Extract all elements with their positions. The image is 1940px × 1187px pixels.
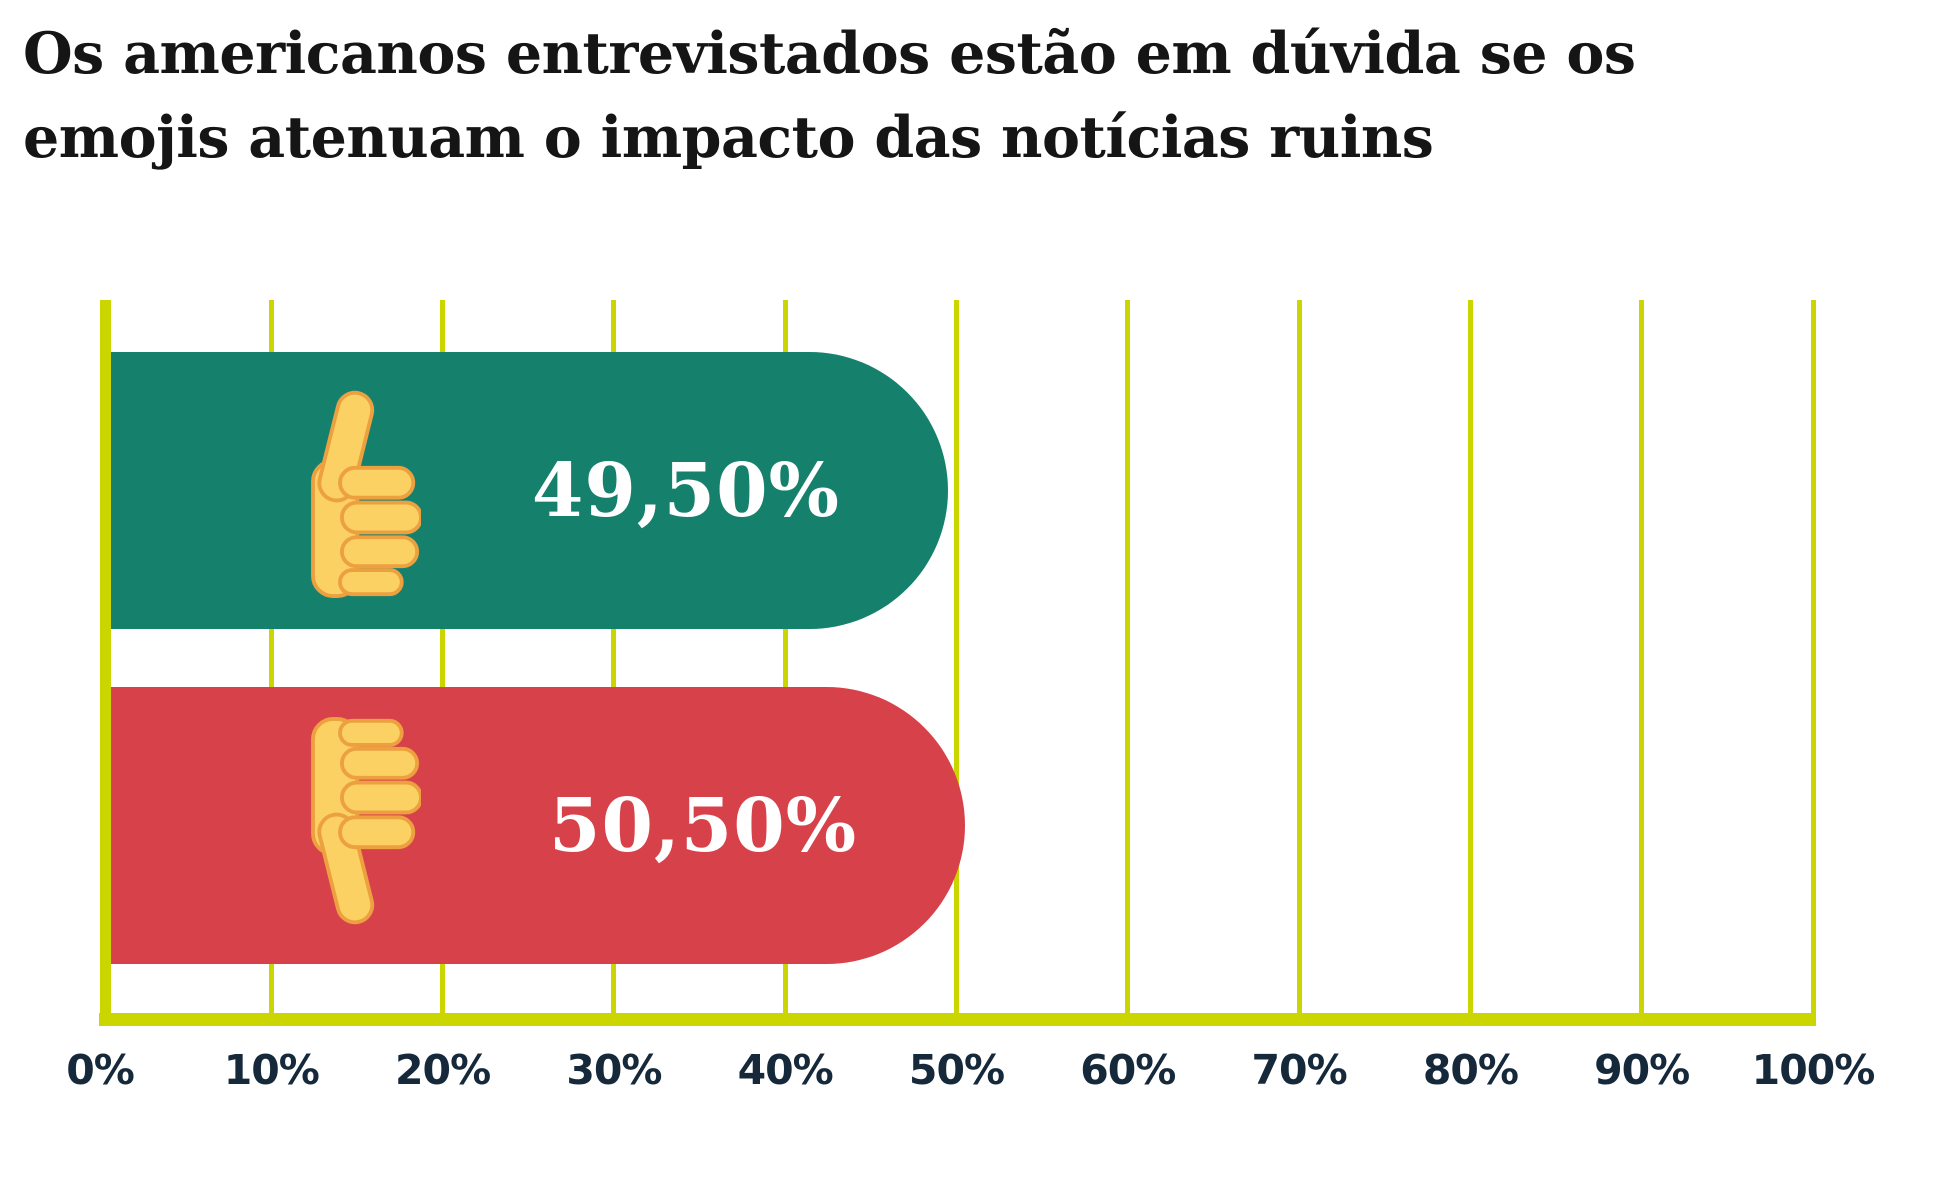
x-tick-label-20%: 20% <box>395 1046 491 1094</box>
chart-title: Os americanos entrevistados estão em dúv… <box>23 12 1636 181</box>
bar-thumbs-down: 50,50% <box>111 687 966 964</box>
x-tick-label-40%: 40% <box>737 1046 834 1094</box>
chart-title-line-2: emojis atenuam o impacto das notícias ru… <box>23 104 1434 172</box>
x-tick-label-0%: 0% <box>66 1046 135 1094</box>
x-axis-line <box>99 1013 1816 1026</box>
gridline-30% <box>611 300 617 1026</box>
gridline-40% <box>782 300 788 1026</box>
chart-title-line-1: Os americanos entrevistados estão em dúv… <box>23 20 1636 87</box>
x-tick-label-80%: 80% <box>1422 1046 1519 1094</box>
gridline-60% <box>1125 300 1131 1026</box>
thumbs-up-emoji <box>311 390 421 598</box>
gridline-20% <box>440 300 446 1026</box>
bar-value-label-thumbs-up: 49,50% <box>531 447 840 534</box>
x-tick-label-100%: 100% <box>1751 1046 1876 1094</box>
gridline-10% <box>268 300 274 1026</box>
x-axis-tick-labels: 0% 10% 20% 30% 40% 50% 60% 70% 80% 90% 100% <box>66 1046 1875 1096</box>
thumbs-down-emoji <box>311 717 421 925</box>
gridline-70% <box>1296 300 1302 1026</box>
x-tick-label-30%: 30% <box>566 1046 662 1094</box>
x-tick-label-90%: 90% <box>1594 1046 1690 1094</box>
y-axis-line <box>100 300 111 1026</box>
x-tick-label-50%: 50% <box>908 1046 1005 1094</box>
gridline-50% <box>954 300 959 1026</box>
x-tick-label-70%: 70% <box>1251 1046 1348 1094</box>
plot-area: 49,50% 50,50% <box>99 300 1816 1026</box>
x-tick-label-10%: 10% <box>223 1046 320 1094</box>
bar-value-label-thumbs-down: 50,50% <box>549 782 858 869</box>
gridline-100% <box>1810 300 1816 1026</box>
x-tick-label-60%: 60% <box>1080 1046 1176 1094</box>
bar-thumbs-up: 49,50% <box>111 352 948 629</box>
gridline-80% <box>1467 300 1473 1026</box>
gridline-90% <box>1639 300 1645 1026</box>
